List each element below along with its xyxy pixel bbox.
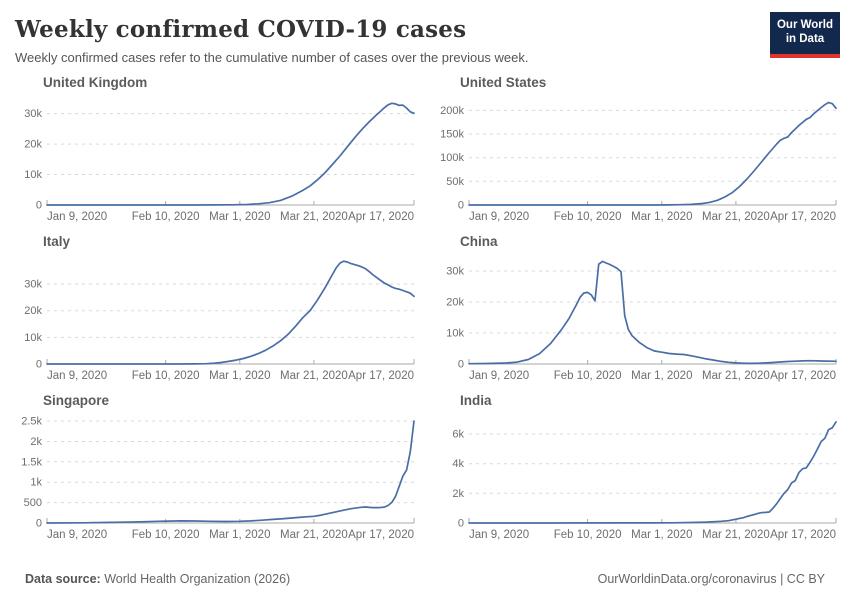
y-tick-label: 150k	[440, 129, 464, 141]
series-line	[46, 102, 415, 206]
y-tick-label: 20k	[446, 297, 464, 309]
y-tick-label: 100k	[440, 152, 464, 164]
x-tick-label: Mar 1, 2020	[631, 529, 692, 541]
x-tick-label: Apr 17, 2020	[348, 211, 414, 223]
y-tick-label: 0	[36, 518, 42, 530]
y-tick-label: 0	[458, 359, 464, 371]
x-tick-label: Mar 1, 2020	[209, 529, 270, 541]
header: Weekly confirmed COVID-19 cases Weekly c…	[10, 12, 840, 65]
chart-canvas-singapore: 0 500 1k 1.5k 2k 2.5k Jan 9, 2020 Feb 10, 2020 M…	[21, 416, 415, 541]
x-tick-label: Jan 9, 2020	[469, 529, 529, 541]
y-tick-label: 2k	[30, 436, 42, 448]
owid-logo-box: Our World in Data	[770, 12, 840, 54]
x-tick-label: Mar 21, 2020	[280, 211, 348, 223]
x-tick-label: Apr 17, 2020	[348, 370, 414, 382]
y-tick-label: 10k	[24, 332, 42, 344]
data-source-note: Data source: World Health Organization (…	[25, 572, 290, 586]
x-tick-label: Apr 17, 2020	[770, 370, 836, 382]
x-tick-label: Feb 10, 2020	[554, 529, 622, 541]
y-tick-label: 30k	[446, 266, 464, 278]
x-tick-label: Feb 10, 2020	[554, 370, 622, 382]
y-tick-label: 0	[36, 200, 42, 212]
charts-grid: United Kingdom 0 10k 20k 30k Jan 9, 2020 Feb …	[10, 75, 840, 545]
chart-canvas-china: 0 10k 20k 30k Jan 9, 2020 Feb 10, 2020 Mar 1, …	[446, 260, 837, 382]
y-tick-label: 2.5k	[21, 416, 42, 428]
x-tick-label: Mar 1, 2020	[209, 211, 270, 223]
chart-canvas-italy: 0 10k 20k 30k Jan 9, 2020 Feb 10, 2020 Mar 1, …	[24, 260, 415, 382]
x-tick-label: Apr 17, 2020	[348, 529, 414, 541]
y-tick-label: 500	[24, 497, 42, 509]
y-tick-label: 20k	[24, 305, 42, 317]
series-line	[46, 260, 415, 365]
y-tick-label: 200k	[440, 105, 464, 117]
series-line	[468, 101, 837, 206]
chart-panel-united-kingdom: United Kingdom 0 10k 20k 30k Jan 9, 2020 Feb …	[10, 75, 418, 227]
x-tick-label: Mar 1, 2020	[209, 370, 270, 382]
chart-title: United States	[460, 75, 547, 90]
page-subtitle: Weekly confirmed cases refer to the cumu…	[15, 50, 529, 65]
data-source-value: World Health Organization (2026)	[100, 572, 291, 586]
y-tick-label: 20k	[24, 139, 42, 151]
x-tick-label: Feb 10, 2020	[132, 370, 200, 382]
chart-title: Singapore	[43, 393, 110, 408]
y-tick-label: 0	[36, 359, 42, 371]
chart-canvas-united-kingdom: 0 10k 20k 30k Jan 9, 2020 Feb 10, 2020 Mar 1, …	[24, 102, 415, 223]
x-tick-label: Mar 1, 2020	[631, 370, 692, 382]
y-tick-label: 30k	[24, 279, 42, 291]
x-tick-label: Jan 9, 2020	[47, 370, 107, 382]
chart-title: China	[460, 234, 498, 249]
x-tick-label: Feb 10, 2020	[554, 211, 622, 223]
x-tick-label: Jan 9, 2020	[469, 211, 529, 223]
y-tick-label: 50k	[446, 176, 464, 188]
chart-panel-united-states: United States 0 50k 100k 150k 200k Jan 9, 202…	[432, 75, 840, 227]
y-tick-label: 0	[458, 200, 464, 212]
footer: Data source: World Health Organization (…	[25, 572, 825, 586]
series-line	[468, 421, 837, 524]
x-tick-label: Mar 21, 2020	[702, 529, 770, 541]
chart-panel-china: China 0 10k 20k 30k Jan 9, 2020 Feb 10, 2020 M…	[432, 234, 840, 386]
owid-logo-red-bar	[770, 53, 840, 58]
chart-title: Italy	[43, 234, 71, 249]
series-line	[46, 420, 415, 524]
y-tick-label: 1k	[30, 477, 42, 489]
x-tick-label: Mar 21, 2020	[280, 370, 348, 382]
y-tick-label: 2k	[452, 488, 464, 500]
chart-panel-italy: Italy 0 10k 20k 30k Jan 9, 2020 Feb 10, 2020 M…	[10, 234, 418, 386]
data-source-label: Data source:	[25, 572, 101, 586]
y-tick-label: 10k	[24, 169, 42, 181]
x-tick-label: Jan 9, 2020	[47, 529, 107, 541]
y-tick-label: 30k	[24, 108, 42, 120]
chart-panel-singapore: Singapore 0 500 1k 1.5k 2k 2.5k Jan 9, 2020 Feb…	[10, 393, 418, 545]
series-line	[468, 260, 837, 365]
y-tick-label: 1.5k	[21, 456, 42, 468]
x-tick-label: Apr 17, 2020	[770, 529, 836, 541]
x-tick-label: Feb 10, 2020	[132, 529, 200, 541]
owid-logo-line1: Our World	[776, 19, 833, 31]
license-link: OurWorldinData.org/coronavirus | CC BY	[597, 572, 825, 586]
x-tick-label: Mar 1, 2020	[631, 211, 692, 223]
x-tick-label: Feb 10, 2020	[132, 211, 200, 223]
chart-canvas-united-states: 0 50k 100k 150k 200k Jan 9, 2020 Feb 10, 2020 M…	[440, 101, 837, 223]
owid-logo: Our World in Data	[770, 12, 840, 58]
chart-canvas-india: 0 2k 4k 6k Jan 9, 2020 Feb 10, 2020 Mar 1, 202…	[452, 421, 837, 541]
y-tick-label: 0	[458, 518, 464, 530]
y-tick-label: 6k	[452, 429, 464, 441]
y-tick-label: 10k	[446, 328, 464, 340]
y-tick-label: 4k	[452, 458, 464, 470]
x-tick-label: Jan 9, 2020	[469, 370, 529, 382]
page-title: Weekly confirmed COVID-19 cases	[15, 16, 467, 43]
chart-panel-india: India 0 2k 4k 6k Jan 9, 2020 Feb 10, 2020 Mar …	[432, 393, 840, 545]
x-tick-label: Jan 9, 2020	[47, 211, 107, 223]
chart-title: United Kingdom	[43, 75, 148, 90]
x-tick-label: Mar 21, 2020	[280, 529, 348, 541]
x-tick-label: Mar 21, 2020	[702, 211, 770, 223]
x-tick-label: Mar 21, 2020	[702, 370, 770, 382]
owid-logo-line2: in Data	[785, 32, 825, 45]
chart-title: India	[460, 393, 492, 408]
x-tick-label: Apr 17, 2020	[770, 211, 836, 223]
